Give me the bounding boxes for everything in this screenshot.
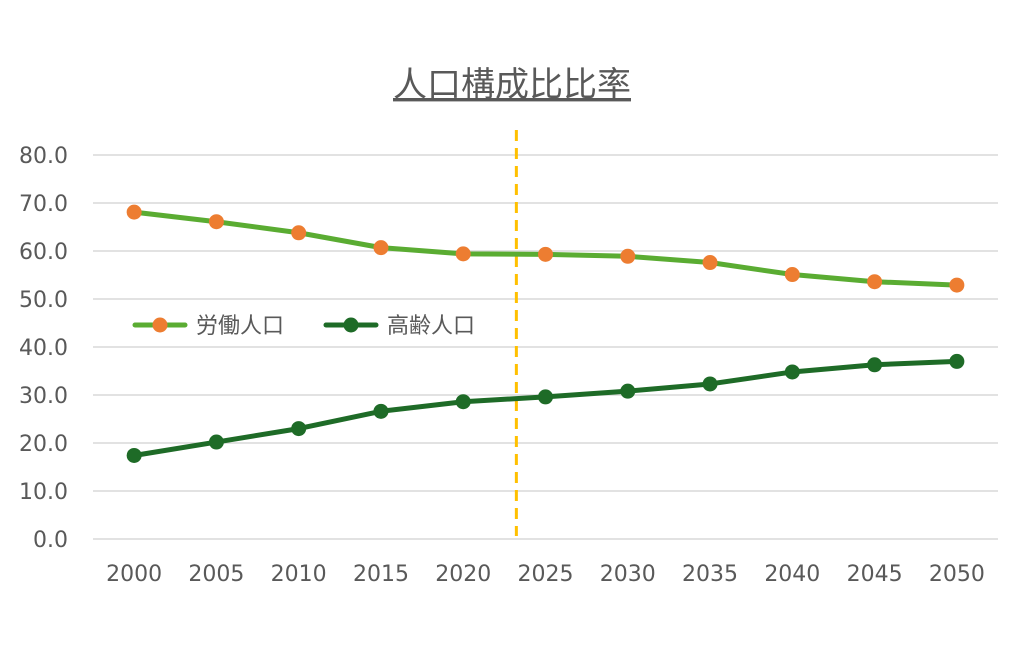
x-tick-label: 2030 — [600, 562, 656, 587]
data-point — [620, 383, 636, 399]
data-point — [538, 389, 553, 405]
y-tick-label: 70.0 — [19, 192, 68, 217]
data-point — [126, 204, 142, 220]
y-tick-label: 20.0 — [19, 432, 68, 457]
x-tick-label: 2000 — [106, 562, 162, 587]
data-point — [291, 225, 307, 241]
y-tick-label: 40.0 — [19, 336, 68, 361]
data-point — [208, 434, 224, 450]
data-point — [620, 248, 636, 264]
data-point — [949, 353, 965, 369]
y-tick-label: 80.0 — [19, 144, 68, 169]
x-tick-label: 2010 — [271, 562, 327, 587]
x-axis-ticks: 2000 2005 2010 2015 2020 2025 2030 2035 2040 2045… — [106, 562, 985, 587]
x-tick-label: 2025 — [518, 562, 574, 587]
series-line-2 — [131, 358, 960, 458]
data-point — [702, 376, 718, 392]
data-point — [455, 394, 471, 410]
y-tick-label: 60.0 — [19, 240, 68, 265]
y-tick-label: 30.0 — [19, 384, 68, 409]
x-tick-label: 2005 — [188, 562, 244, 587]
gridlines — [93, 154, 998, 540]
legend-label: 労働人口 — [196, 314, 284, 339]
series-group — [126, 204, 965, 463]
x-tick-label: 2045 — [847, 562, 903, 587]
x-tick-label: 2040 — [764, 562, 820, 587]
data-point — [784, 364, 800, 380]
data-point — [538, 246, 553, 262]
data-point — [373, 240, 389, 256]
legend-marker-1 — [152, 317, 168, 333]
data-point — [373, 403, 389, 419]
data-point — [126, 447, 142, 463]
x-tick-label: 2035 — [682, 562, 738, 587]
legend: 労働人口 高齢人口 — [132, 314, 475, 339]
y-tick-label: 50.0 — [19, 288, 68, 313]
data-point — [208, 214, 224, 230]
data-point — [784, 267, 800, 283]
data-point — [867, 274, 883, 290]
x-tick-label: 2020 — [435, 562, 491, 587]
x-tick-label: 2015 — [353, 562, 409, 587]
y-axis-ticks: 0.0 10.0 20.0 30.0 40.0 50.0 60.0 70.0 80.0 — [19, 144, 68, 553]
data-point — [702, 255, 718, 271]
legend-marker-2 — [343, 317, 359, 333]
chart-title: 人口構成比比率 — [393, 65, 631, 105]
data-point — [867, 357, 883, 373]
x-tick-label: 2050 — [929, 562, 985, 587]
data-point — [455, 246, 471, 262]
y-tick-label: 10.0 — [19, 480, 68, 505]
data-point — [291, 421, 307, 437]
data-point — [949, 277, 965, 293]
y-tick-label: 0.0 — [33, 528, 68, 553]
legend-label: 高齢人口 — [387, 314, 475, 339]
